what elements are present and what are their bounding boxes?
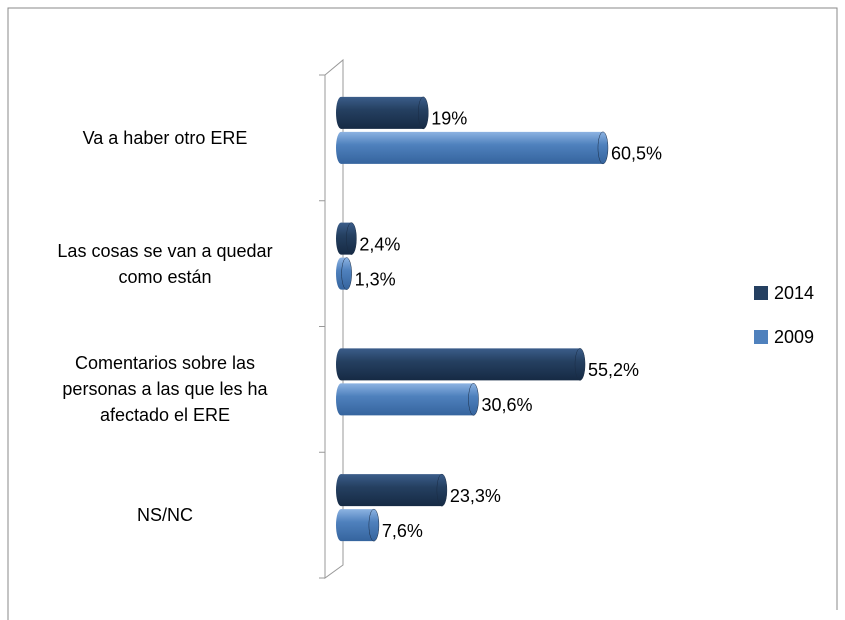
bar — [341, 474, 442, 507]
legend-label: 2009 — [774, 327, 814, 347]
value-label: 30,6% — [481, 395, 532, 415]
bar-cap — [336, 348, 346, 381]
legend-label: 2014 — [774, 283, 814, 303]
bar — [341, 348, 581, 381]
bar-cap — [368, 508, 380, 542]
value-label: 2,4% — [359, 234, 400, 254]
legend-swatch — [754, 286, 768, 300]
bar — [341, 383, 474, 416]
value-label: 23,3% — [450, 486, 501, 506]
category-label: Va a haber otro ERE — [82, 127, 248, 148]
bar-cap — [436, 473, 448, 507]
bar-cap — [336, 131, 346, 164]
bar-cap — [346, 222, 357, 255]
category-label: Las cosas se van a quedar como están — [57, 240, 273, 287]
bar — [341, 509, 374, 542]
value-label: 60,5% — [611, 144, 662, 164]
value-label: 7,6% — [382, 521, 423, 541]
bar-cap — [574, 348, 586, 381]
bar-cap — [336, 509, 346, 542]
frame — [7, 7, 838, 620]
legend-swatch — [754, 330, 768, 344]
value-label: 55,2% — [588, 360, 639, 380]
value-label: 1,3% — [355, 269, 396, 289]
bar-cap — [336, 96, 346, 129]
bar — [341, 96, 424, 129]
category-label: NS/NC — [136, 505, 193, 526]
bar — [341, 131, 603, 164]
bar-cap — [336, 474, 346, 507]
axis-wall — [324, 58, 344, 579]
bar-cap — [418, 96, 429, 130]
bar-cap — [341, 257, 352, 290]
bar-cap — [336, 383, 346, 416]
bar-cap — [597, 131, 609, 165]
category-label: Comentarios sobre las personas a las que… — [62, 353, 268, 426]
bar-cap — [336, 222, 346, 255]
bar-cap — [468, 383, 479, 416]
value-label: 19% — [431, 109, 467, 129]
